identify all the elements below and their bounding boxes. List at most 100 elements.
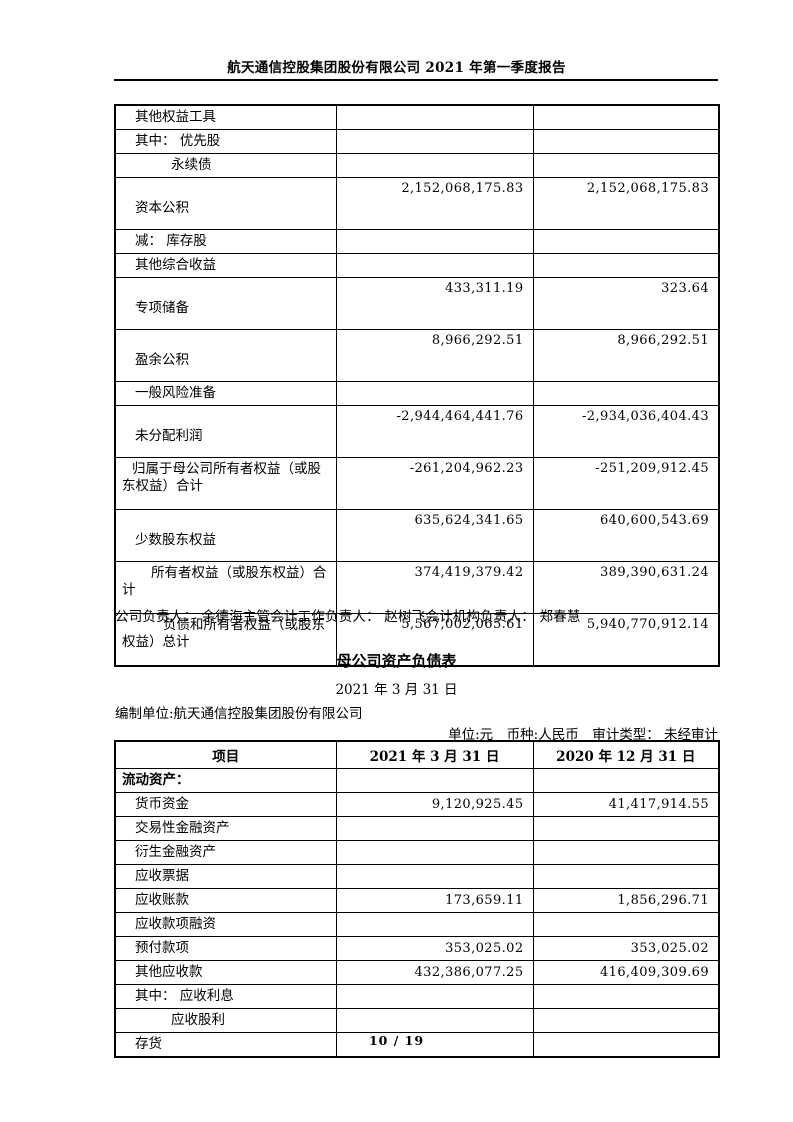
- table-row: 其中： 优先股: [114, 129, 720, 154]
- value-current-period: 9,120,925.45: [335, 792, 534, 817]
- value-current-period: 5,567,002,065.61: [335, 613, 534, 667]
- item-label-cell: 货币资金: [114, 792, 337, 817]
- value-current-period: 2,152,068,175.83: [335, 177, 534, 230]
- item-label: 其中： 应收利息: [135, 988, 234, 1004]
- item-label: 资本公积: [135, 200, 189, 216]
- value-previous-period: 640,600,543.69: [532, 509, 720, 562]
- item-label-cell: 未分配利润: [114, 405, 337, 458]
- value-previous-period: [532, 153, 720, 178]
- item-label-cell: 其他综合收益: [114, 253, 337, 278]
- table-row: 其中： 应收利息: [114, 984, 720, 1009]
- item-label: 应收股利: [171, 1012, 225, 1028]
- item-label-cell: 盈余公积: [114, 329, 337, 382]
- value-current-period: [335, 816, 534, 841]
- officers-line: 公司负责人： 余德海主管会计工作负责人： 赵树飞会计机构负责人： 郑春慧: [115, 609, 581, 625]
- value-current-period: [335, 912, 534, 937]
- item-label: 货币资金: [135, 796, 189, 812]
- item-label-cell: 负债和所有者权益（或股东权益）总计: [114, 613, 337, 667]
- table-row: 少数股东权益 635,624,341.65 640,600,543.69: [114, 509, 720, 562]
- value-previous-period: 323.64: [532, 277, 720, 330]
- value-current-period: 432,386,077.25: [335, 960, 534, 985]
- value-previous-period: [532, 1008, 720, 1033]
- item-label: 流动资产：: [122, 772, 190, 788]
- table-row: 负债和所有者权益（或股东权益）总计 5,567,002,065.61 5,940,7…: [114, 613, 720, 667]
- table-row: 应收账款 173,659.11 1,856,296.71: [114, 888, 720, 913]
- item-label: 应收账款: [135, 892, 189, 908]
- value-current-period: 8,966,292.51: [335, 329, 534, 382]
- item-label-cell: 永续债: [114, 153, 337, 178]
- item-label: 少数股东权益: [135, 532, 216, 548]
- item-label-cell: 应收款项融资: [114, 912, 337, 937]
- value-current-period: [335, 864, 534, 889]
- item-label-cell: 其中： 应收利息: [114, 984, 337, 1009]
- table-row: 流动资产：: [114, 768, 720, 793]
- value-previous-period: 416,409,309.69: [532, 960, 720, 985]
- item-label-cell: 应收票据: [114, 864, 337, 889]
- value-previous-period: 353,025.02: [532, 936, 720, 961]
- value-current-period: 353,025.02: [335, 936, 534, 961]
- item-label: 其他应收款: [135, 964, 203, 980]
- value-current-period: 374,419,379.42: [335, 561, 534, 614]
- item-label-cell: 存货: [114, 1032, 337, 1058]
- item-label: 预付款项: [135, 940, 189, 956]
- parent-company-balance-sheet-table: 项目 2021 年 3 月 31 日 2020 年 12 月 31 日 流动资产： 货…: [114, 740, 720, 1058]
- header-rule: [114, 79, 718, 81]
- table-row: 应收款项融资: [114, 912, 720, 937]
- item-label-cell: 归属于母公司所有者权益（或股东权益）合计: [114, 457, 337, 510]
- table-row: 衍生金融资产: [114, 840, 720, 865]
- table-row: 一般风险准备: [114, 381, 720, 406]
- value-previous-period: [532, 104, 720, 130]
- item-label-cell: 其中： 优先股: [114, 129, 337, 154]
- item-label: 其他综合收益: [135, 257, 216, 273]
- item-label-cell: 流动资产：: [114, 768, 337, 793]
- item-label: 永续债: [171, 157, 212, 173]
- value-previous-period: [532, 129, 720, 154]
- item-label: 衍生金融资产: [135, 844, 216, 860]
- item-label-cell: 预付款项: [114, 936, 337, 961]
- value-current-period: [335, 840, 534, 865]
- value-current-period: -261,204,962.23: [335, 457, 534, 510]
- item-label-cell: 专项储备: [114, 277, 337, 330]
- table-row: 资本公积 2,152,068,175.83 2,152,068,175.83: [114, 177, 720, 230]
- statement-title: 母公司资产负债表: [336, 652, 457, 670]
- table-row: 货币资金 9,120,925.45 41,417,914.55: [114, 792, 720, 817]
- item-label-cell: 应收股利: [114, 1008, 337, 1033]
- item-label: 其中： 优先股: [135, 133, 221, 149]
- table-row: 永续债: [114, 153, 720, 178]
- value-current-period: [335, 984, 534, 1009]
- value-current-period: 173,659.11: [335, 888, 534, 913]
- value-previous-period: 5,940,770,912.14: [532, 613, 720, 667]
- item-label: 专项储备: [135, 300, 189, 316]
- value-previous-period: [532, 840, 720, 865]
- prepared-by-line: 编制单位:航天通信控股集团股份有限公司: [115, 706, 363, 722]
- item-label-cell: 其他应收款: [114, 960, 337, 985]
- value-previous-period: 2,152,068,175.83: [532, 177, 720, 230]
- table-header-row: 项目 2021 年 3 月 31 日 2020 年 12 月 31 日: [114, 740, 720, 769]
- statement-date: 2021 年 3 月 31 日: [335, 682, 458, 698]
- item-label: 应收票据: [135, 868, 189, 884]
- value-current-period: [335, 253, 534, 278]
- page-number: 10 / 19: [368, 1033, 425, 1048]
- value-previous-period: -2,934,036,404.43: [532, 405, 720, 458]
- item-label-cell: 减： 库存股: [114, 229, 337, 254]
- item-label-cell: 应收账款: [114, 888, 337, 913]
- value-current-period: 433,311.19: [335, 277, 534, 330]
- item-label-cell: 一般风险准备: [114, 381, 337, 406]
- table-row: 存货: [114, 1032, 720, 1058]
- item-label-cell: 资本公积: [114, 177, 337, 230]
- item-label: 一般风险准备: [135, 385, 216, 401]
- value-previous-period: [532, 864, 720, 889]
- table-row: 其他应收款 432,386,077.25 416,409,309.69: [114, 960, 720, 985]
- column-header-current-date: 2021 年 3 月 31 日: [335, 740, 534, 769]
- equity-continuation-table: 其他权益工具 其中： 优先股 永续债 资本公积 2,152,068,175.83 2,15…: [114, 104, 720, 667]
- balance-table-body: 流动资产： 货币资金 9,120,925.45 41,417,914.55 交易性金融资…: [114, 768, 720, 1058]
- item-label: 归属于母公司所有者权益（或股东权益）合计: [122, 461, 321, 494]
- item-label-cell: 交易性金融资产: [114, 816, 337, 841]
- value-current-period: [335, 1032, 534, 1058]
- equity-table-body: 其他权益工具 其中： 优先股 永续债 资本公积 2,152,068,175.83 2,15…: [114, 104, 720, 667]
- item-label: 应收款项融资: [135, 916, 216, 932]
- value-previous-period: 41,417,914.55: [532, 792, 720, 817]
- value-previous-period: [532, 912, 720, 937]
- value-current-period: -2,944,464,441.76: [335, 405, 534, 458]
